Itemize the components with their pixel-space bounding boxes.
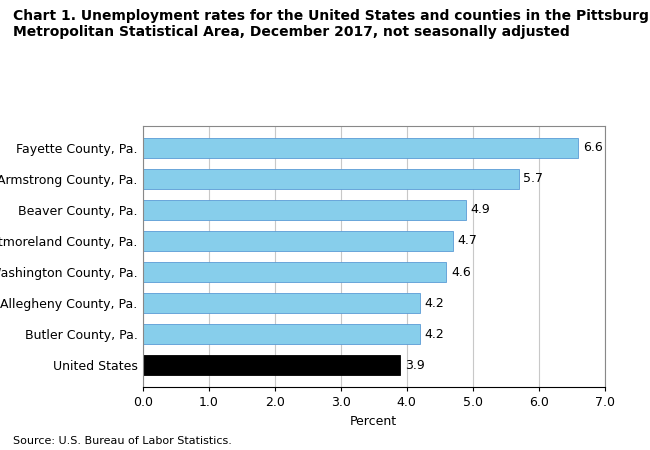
- Bar: [143, 324, 420, 344]
- Bar: [143, 262, 447, 282]
- Text: 5.7: 5.7: [523, 172, 543, 185]
- Text: 3.9: 3.9: [405, 359, 424, 372]
- Text: 4.7: 4.7: [458, 234, 477, 248]
- Text: Source: U.S. Bureau of Labor Statistics.: Source: U.S. Bureau of Labor Statistics.: [13, 436, 232, 446]
- Bar: [143, 169, 519, 189]
- Bar: [143, 231, 453, 251]
- Bar: [143, 355, 400, 375]
- Text: 4.6: 4.6: [451, 266, 471, 279]
- Text: 4.2: 4.2: [424, 297, 444, 310]
- Bar: [143, 200, 466, 220]
- Text: 4.2: 4.2: [424, 328, 444, 341]
- Text: Chart 1. Unemployment rates for the United States and counties in the Pittsburgh: Chart 1. Unemployment rates for the Unit…: [13, 9, 650, 39]
- Text: 6.6: 6.6: [583, 141, 603, 154]
- Bar: [143, 138, 578, 158]
- Bar: [143, 293, 420, 313]
- X-axis label: Percent: Percent: [350, 414, 397, 428]
- Text: 4.9: 4.9: [471, 203, 490, 216]
